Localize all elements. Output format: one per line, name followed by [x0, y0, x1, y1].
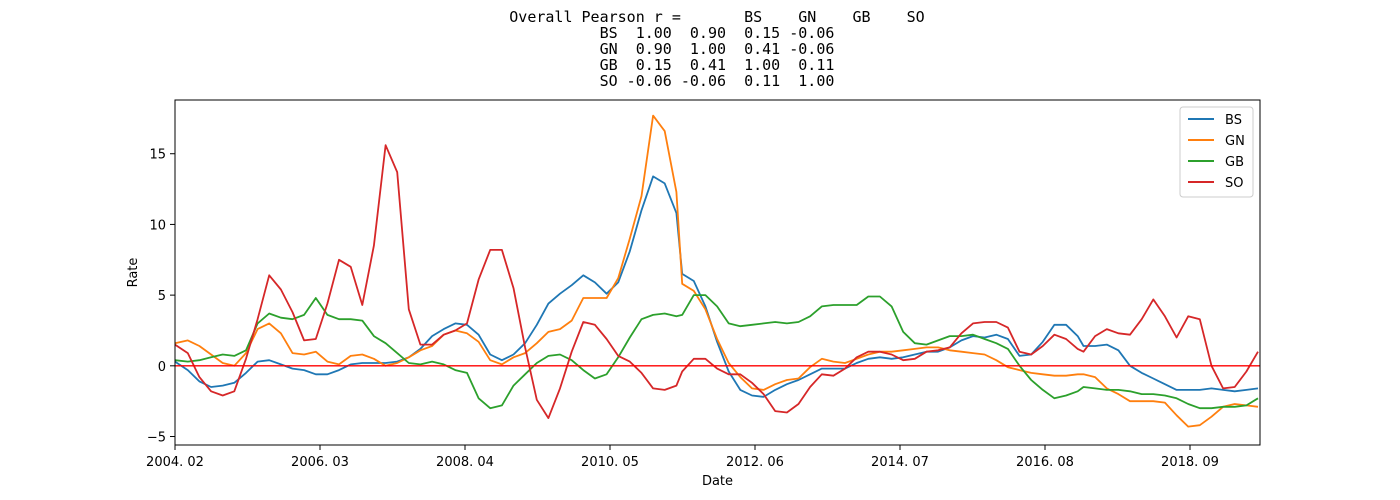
y-tick-label: 10	[149, 218, 166, 233]
x-tick-label: 2010. 05	[581, 455, 639, 470]
x-axis-label: Date	[702, 474, 733, 489]
title-line: GB 0.15 0.41 1.00 0.11	[600, 56, 835, 74]
x-tick-label: 2006. 03	[291, 455, 349, 470]
title-line: BS 1.00 0.90 0.15 -0.06	[600, 24, 835, 42]
legend: BS GN GB SO	[1179, 106, 1254, 198]
series-line-gb	[174, 294, 1259, 410]
series-group	[174, 114, 1259, 428]
x-axis: 2004. 02 2006. 03 2008. 04 2010. 05 2012. 06…	[146, 445, 1219, 470]
legend-label-so: SO	[1225, 176, 1243, 191]
y-tick-label: 0	[158, 360, 166, 375]
plot-frame	[174, 99, 1261, 446]
legend-label-gn: GN	[1225, 134, 1245, 149]
plot-area	[174, 99, 1261, 446]
legend-label-gb: GB	[1225, 155, 1244, 170]
title-line: GN 0.90 1.00 0.41 -0.06	[600, 40, 835, 58]
y-tick-label: 15	[149, 148, 166, 163]
x-tick-label: 2016. 08	[1016, 455, 1074, 470]
y-axis-label: Rate	[126, 258, 141, 288]
title-line: SO -0.06 -0.06 0.11 1.00	[600, 72, 835, 90]
series-line-bs	[174, 175, 1259, 398]
x-tick-label: 2012. 06	[726, 455, 784, 470]
legend-box	[1179, 106, 1254, 198]
y-axis: −5 0 5 10 15	[147, 148, 175, 446]
legend-label-bs: BS	[1225, 113, 1242, 128]
x-tick-label: 2018. 09	[1161, 455, 1219, 470]
y-tick-label: −5	[147, 431, 166, 446]
y-tick-label: 5	[158, 289, 166, 304]
series-line-gn	[174, 114, 1259, 428]
series-line-so	[174, 144, 1259, 419]
x-tick-label: 2014. 07	[871, 455, 929, 470]
x-tick-label: 2008. 04	[436, 455, 494, 470]
x-tick-label: 2004. 02	[146, 455, 204, 470]
title-line: Overall Pearson r = BS GN GB SO	[509, 8, 924, 26]
